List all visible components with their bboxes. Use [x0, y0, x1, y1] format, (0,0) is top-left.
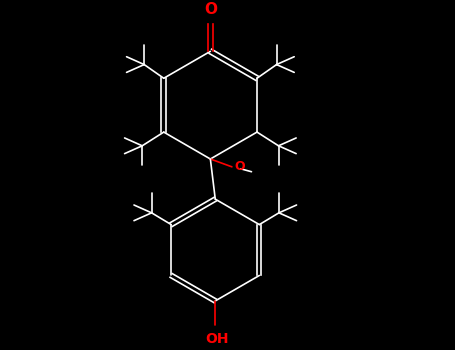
Text: O: O — [204, 2, 217, 17]
Text: O: O — [235, 160, 245, 173]
Text: OH: OH — [206, 332, 229, 346]
